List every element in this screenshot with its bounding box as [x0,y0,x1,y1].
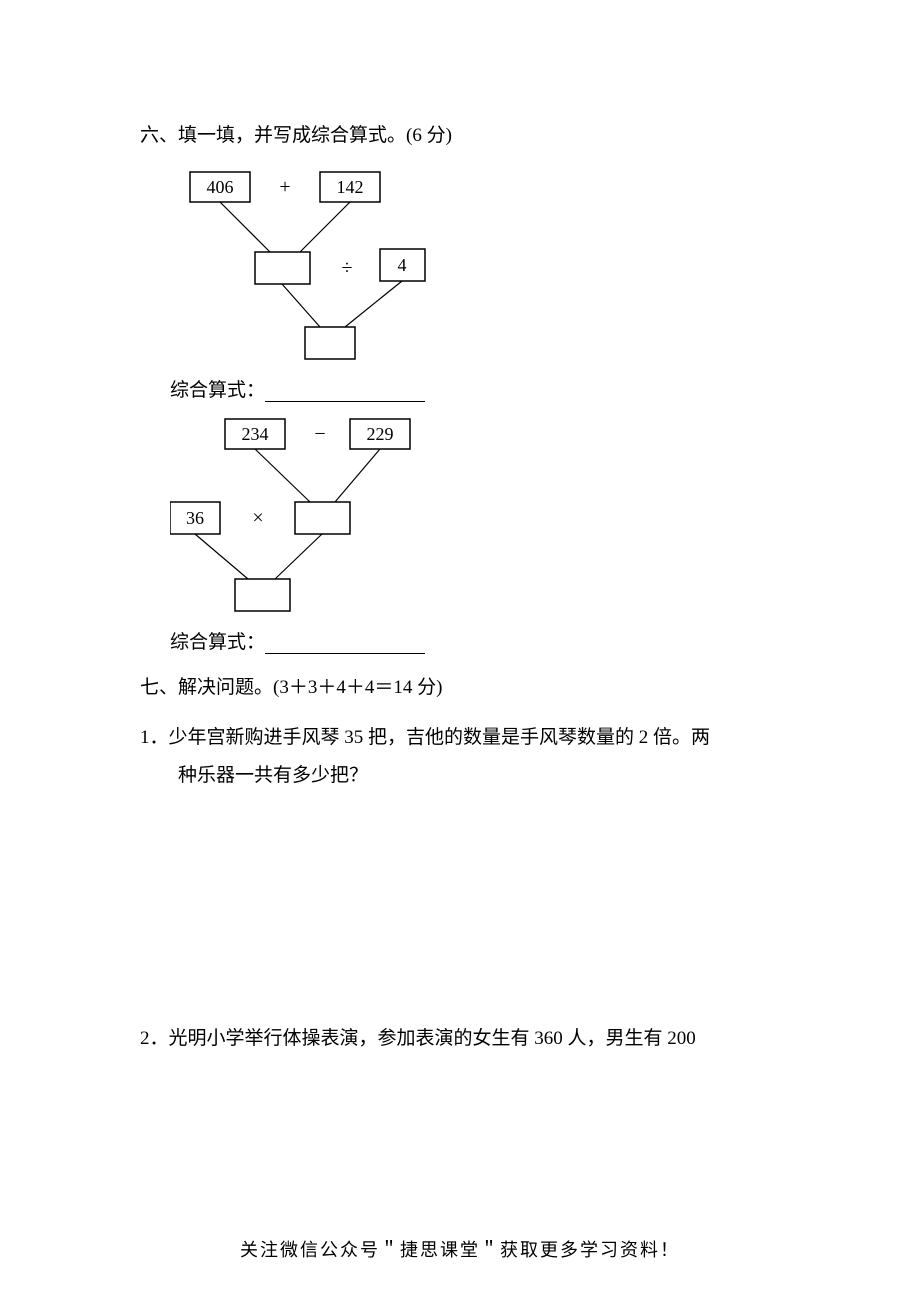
question-2: 2．光明小学举行体操表演，参加表演的女生有 360 人，男生有 200 [140,1020,790,1058]
svg-text:×: × [252,507,263,529]
q1-n1: 35 [344,727,363,748]
q2-t2: 人，男生有 [563,1028,668,1049]
q2-n1: 360 [534,1028,563,1049]
combined-expr-2: 综合算式： [170,627,790,654]
svg-text:229: 229 [367,424,394,444]
svg-text:−: − [314,423,325,445]
svg-text:÷: ÷ [342,257,353,279]
q2-prefix: 2． [140,1028,169,1049]
diagram-1-svg: 406 + 142 ÷ 4 [170,167,450,367]
combined-expr-1: 综合算式： [170,375,790,402]
diagram-2-svg: 234 − 229 36 × [170,414,450,619]
diagram-2: 234 − 229 36 × [170,414,450,619]
answer-label-2: 综合算式： [170,632,265,653]
q1-prefix: 1． [140,727,169,748]
q1-t2: 把，吉他的数量是手风琴数量的 [363,727,639,748]
svg-text:406: 406 [207,177,234,197]
q2-n2: 200 [667,1028,696,1049]
answer-blank-1[interactable] [265,401,425,402]
section-7-title: 七、解决问题。(3＋3＋4＋4＝14 分) [140,672,790,699]
svg-text:+: + [279,176,290,198]
answer-blank-2[interactable] [265,653,425,654]
svg-text:36: 36 [186,508,204,528]
q1-line2: 种乐器一共有多少把？ [140,757,790,795]
diagram-1: 406 + 142 ÷ 4 [170,167,450,367]
q2-t1: 光明小学举行体操表演，参加表演的女生有 [169,1028,535,1049]
q1-workspace [140,795,790,1005]
section-6-title: 六、填一填，并写成综合算式。(6 分) [140,120,790,147]
answer-label-1: 综合算式： [170,380,265,401]
page-content: 六、填一填，并写成综合算式。(6 分) 406 + 142 ÷ 4 [0,0,920,1058]
svg-text:234: 234 [242,424,269,444]
q1-n2: 2 [639,727,649,748]
q1-t3: 倍。两 [648,727,710,748]
question-1: 1．少年宫新购进手风琴 35 把，吉他的数量是手风琴数量的 2 倍。两 种乐器一… [140,719,790,795]
page-footer: 关注微信公众号＂捷思课堂＂获取更多学习资料！ [0,1236,920,1262]
svg-text:4: 4 [398,255,407,275]
svg-text:142: 142 [337,177,364,197]
q1-t1: 少年宫新购进手风琴 [169,727,345,748]
